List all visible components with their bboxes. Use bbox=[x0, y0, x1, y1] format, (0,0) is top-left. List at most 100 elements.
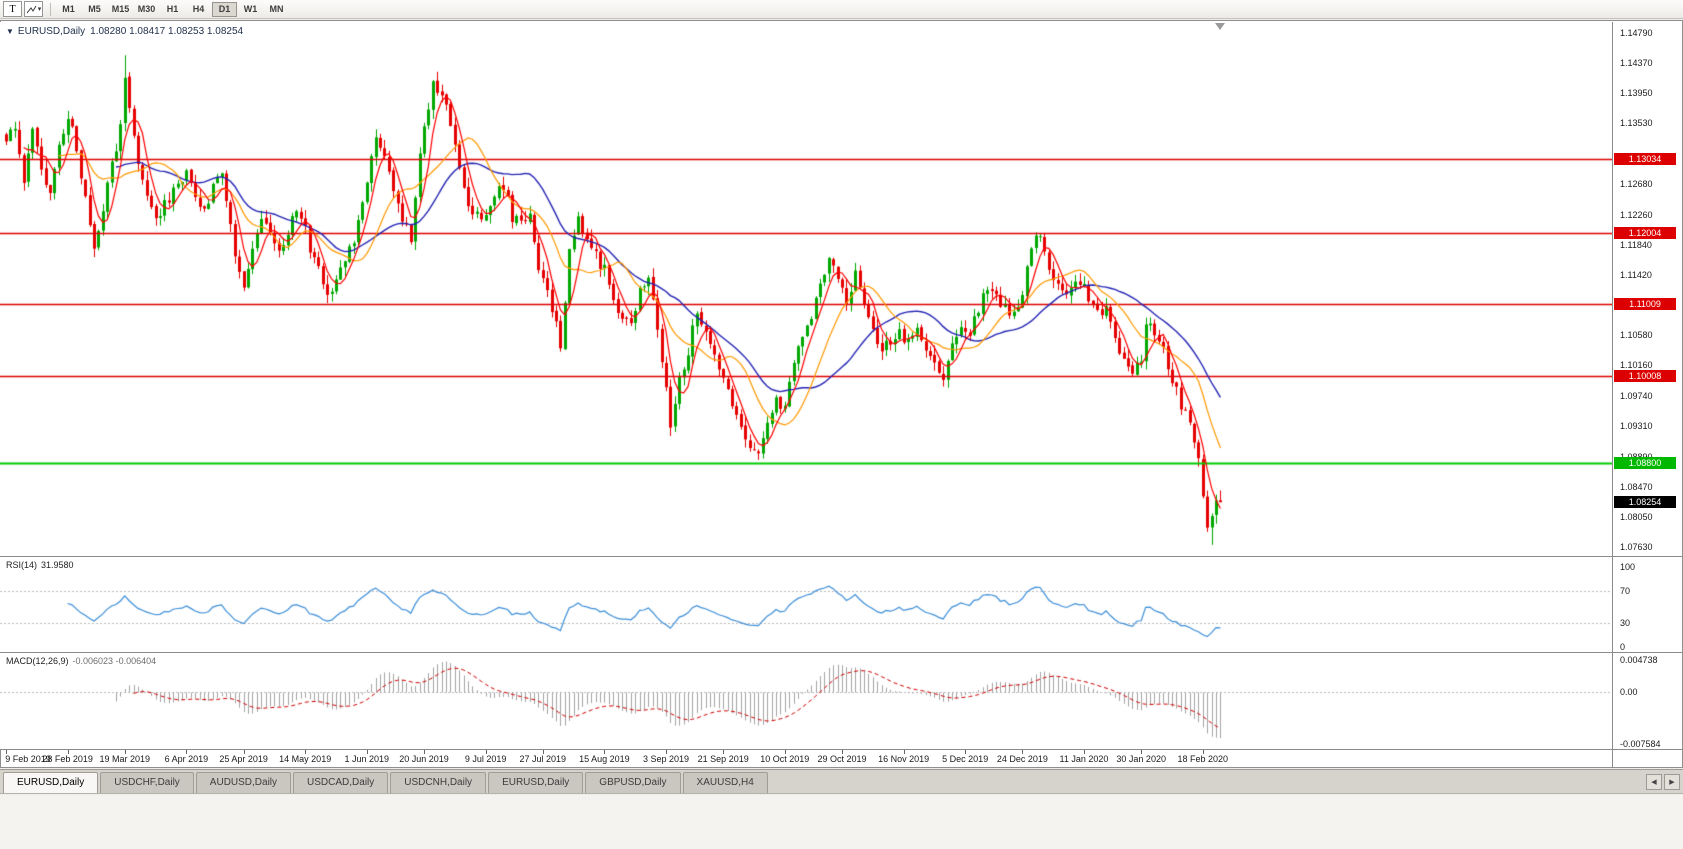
text-tool-button[interactable]: T bbox=[3, 1, 22, 17]
rsi-name-label: RSI(14) bbox=[6, 560, 38, 570]
timeframe-button-h1[interactable]: H1 bbox=[160, 2, 185, 17]
chart-title: ▼ EURUSD,Daily 1.08280 1.08417 1.08253 1.0… bbox=[6, 26, 243, 37]
chart-tab-4-usdcnh-daily[interactable]: USDCNH,Daily bbox=[390, 772, 487, 793]
macd-axis-label: 0.00 bbox=[1620, 687, 1638, 698]
panel-separator-macd[interactable] bbox=[0, 652, 1683, 653]
timeframe-button-m30[interactable]: M30 bbox=[134, 2, 159, 17]
time-tick-mark bbox=[424, 750, 425, 754]
price-tick-label: 1.09740 bbox=[1620, 390, 1653, 401]
price-tick-label: 1.08050 bbox=[1620, 511, 1653, 522]
chart-tab-1-usdchf-daily[interactable]: USDCHF,Daily bbox=[100, 772, 194, 793]
macd-title: MACD(12,26,9) -0.006023 -0.006404 bbox=[6, 656, 156, 666]
timeframe-button-m5[interactable]: M5 bbox=[82, 2, 107, 17]
time-axis-label: 21 Sep 2019 bbox=[697, 754, 749, 764]
rsi-title: RSI(14) 31.9580 bbox=[6, 560, 74, 570]
price-tick-label: 1.08890 bbox=[1620, 452, 1653, 462]
time-tick-mark bbox=[67, 750, 69, 754]
macd-axis-label: 0.004738 bbox=[1620, 655, 1658, 665]
time-tick-mark bbox=[723, 750, 725, 754]
time-tick-mark bbox=[965, 750, 967, 754]
price-tick-label: 1.14790 bbox=[1620, 28, 1653, 38]
timeframe-button-m1[interactable]: M1 bbox=[56, 2, 81, 17]
time-tick-mark bbox=[1141, 750, 1143, 754]
macd-axis-label: -0.007584 bbox=[1620, 739, 1661, 749]
time-axis-label: 10 Oct 2019 bbox=[760, 754, 810, 764]
time-axis-label: 25 Apr 2019 bbox=[219, 754, 268, 764]
time-tick-mark bbox=[666, 750, 667, 754]
time-axis-label: 29 Oct 2019 bbox=[817, 754, 867, 764]
arrow-right-icon: ▶ bbox=[1669, 779, 1675, 786]
timeframe-button-mn[interactable]: MN bbox=[264, 2, 289, 17]
time-axis-label: 18 Feb 2020 bbox=[1177, 754, 1229, 764]
time-axis-label: 14 May 2019 bbox=[279, 754, 332, 764]
panel-separator-rsi[interactable] bbox=[0, 556, 1683, 557]
level-price-tag: 1.08800 bbox=[1614, 457, 1676, 469]
drawing-tool-button[interactable]: ▾ bbox=[24, 1, 43, 17]
chart-tab-5-eurusd-daily[interactable]: EURUSD,Daily bbox=[488, 772, 584, 793]
timeframe-button-w1[interactable]: W1 bbox=[238, 2, 263, 17]
current-price-tag: 1.08254 bbox=[1614, 496, 1676, 509]
time-tick-mark bbox=[604, 750, 606, 754]
time-tick-mark bbox=[6, 750, 7, 754]
rsi-axis-label: 0 bbox=[1620, 642, 1626, 652]
price-tick-label: 1.13950 bbox=[1620, 88, 1653, 99]
chart-tab-6-gbpusd-daily[interactable]: GBPUSD,Daily bbox=[585, 772, 681, 793]
time-tick-mark bbox=[842, 750, 843, 754]
tab-scroll-left-button[interactable]: ◀ bbox=[1646, 774, 1662, 790]
time-tick-mark bbox=[186, 750, 188, 754]
symbol-period-label: EURUSD,Daily bbox=[17, 26, 86, 37]
chevron-down-icon: ▾ bbox=[37, 5, 42, 13]
chart-tab-7-xauusd-h4[interactable]: XAUUSD,H4 bbox=[682, 772, 768, 793]
macd-name-label: MACD(12,26,9) bbox=[6, 656, 69, 666]
text-tool-label: T bbox=[9, 3, 16, 15]
rsi-indicator-panel[interactable] bbox=[0, 557, 1612, 652]
price-tick-label: 1.14370 bbox=[1620, 58, 1653, 69]
price-tick-label: 1.09310 bbox=[1620, 421, 1653, 432]
price-tick-label: 1.10580 bbox=[1620, 330, 1653, 341]
rsi-axis-label: 70 bbox=[1620, 586, 1631, 596]
chart-tab-2-audusd-daily[interactable]: AUDUSD,Daily bbox=[195, 772, 292, 793]
time-axis-label: 30 Jan 2020 bbox=[1116, 754, 1166, 764]
level-price-tag: 1.10008 bbox=[1614, 370, 1676, 383]
arrow-left-icon: ◀ bbox=[1651, 779, 1657, 786]
time-axis-label: 24 Dec 2019 bbox=[996, 754, 1048, 764]
level-price-tag: 1.12004 bbox=[1614, 227, 1676, 239]
time-scale-separator bbox=[0, 749, 1683, 750]
chart-shift-marker[interactable] bbox=[1215, 23, 1225, 30]
time-axis-label: 20 Jun 2019 bbox=[399, 754, 449, 764]
time-tick-mark bbox=[243, 750, 245, 754]
time-tick-mark bbox=[485, 750, 487, 754]
time-axis-label: 11 Jan 2020 bbox=[1059, 754, 1109, 764]
macd-values: -0.006023 -0.006404 bbox=[72, 656, 157, 666]
time-axis-label: 27 Jul 2019 bbox=[519, 754, 567, 764]
level-price-tag: 1.11009 bbox=[1614, 298, 1676, 311]
timeframe-button-h4[interactable]: H4 bbox=[186, 2, 211, 17]
tab-scroll-right-button[interactable]: ▶ bbox=[1664, 774, 1680, 790]
time-tick-mark bbox=[305, 750, 307, 754]
price-tick-label: 1.08470 bbox=[1620, 481, 1653, 492]
time-tick-mark bbox=[1084, 750, 1085, 754]
price-tick-label: 1.11420 bbox=[1620, 269, 1652, 280]
price-scale-separator bbox=[1612, 22, 1613, 768]
price-tick-label: 1.11840 bbox=[1620, 239, 1652, 250]
timeframe-button-m15[interactable]: M15 bbox=[108, 2, 133, 17]
macd-indicator-panel[interactable] bbox=[0, 653, 1612, 749]
toolbar-separator bbox=[50, 2, 51, 16]
crosshair-icon bbox=[26, 4, 37, 15]
time-tick-mark bbox=[903, 750, 905, 754]
chart-tab-0-eurusd-daily[interactable]: EURUSD,Daily bbox=[3, 772, 99, 793]
price-tick-label: 1.13530 bbox=[1620, 118, 1653, 129]
timeframe-button-d1[interactable]: D1 bbox=[212, 1, 237, 17]
time-axis-label: 28 Feb 2019 bbox=[42, 754, 93, 764]
chart-tab-3-usdcad-daily[interactable]: USDCAD,Daily bbox=[293, 772, 389, 793]
time-axis-label: 15 Aug 2019 bbox=[579, 754, 630, 764]
price-tick-label: 1.10160 bbox=[1620, 360, 1653, 371]
time-axis-label: 6 Apr 2019 bbox=[164, 754, 209, 764]
rsi-value: 31.9580 bbox=[41, 560, 74, 570]
ohlc-values: 1.08280 1.08417 1.08253 1.08254 bbox=[90, 26, 244, 37]
main-price-chart[interactable] bbox=[0, 22, 1612, 556]
rsi-axis-label: 100 bbox=[1620, 562, 1636, 572]
time-axis-label: 16 Nov 2019 bbox=[878, 754, 930, 764]
collapse-triangle-icon[interactable]: ▼ bbox=[6, 27, 14, 36]
